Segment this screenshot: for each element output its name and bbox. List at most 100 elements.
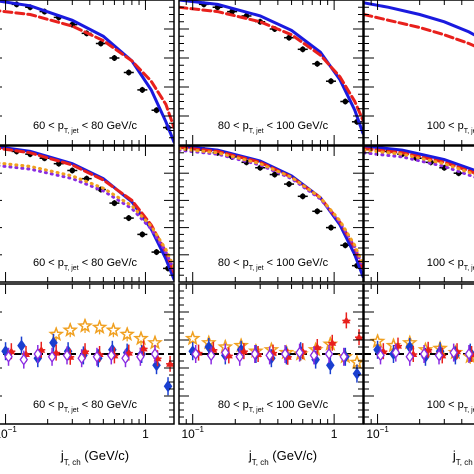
data-point [191, 347, 200, 361]
data-point [139, 344, 148, 352]
panel-range-label: 60 < pT, jet < 80 GeV/c [33, 257, 138, 272]
data-point [339, 350, 349, 363]
plot-area [0, 146, 174, 281]
data-point [4, 350, 13, 363]
panel-row1-col1: 60 < pT, jet < 80 GeV/c [0, 0, 175, 146]
panel-row2-col1: 60 < pT, jet < 80 GeV/c [0, 145, 175, 283]
data-point [47, 350, 57, 363]
data-point [328, 78, 334, 84]
data-point [152, 359, 161, 372]
data-point [81, 347, 90, 355]
data-point [153, 249, 160, 255]
series-curve-1 [0, 0, 174, 144]
data-point [98, 40, 104, 47]
plot-area [364, 333, 474, 366]
data-point [136, 350, 145, 363]
data-point [324, 347, 334, 361]
x-ticks [5, 0, 146, 145]
panel-range-label: 80 < pT, jet < 100 GeV/c [218, 399, 329, 414]
x-ticks [363, 0, 463, 145]
data-point [91, 319, 108, 335]
data-point [250, 347, 260, 361]
data-point [355, 333, 363, 341]
data-point [153, 107, 160, 113]
data-point [105, 321, 122, 337]
series-curve-4 [179, 147, 363, 266]
series-curve-3 [179, 148, 363, 269]
data-point [328, 338, 337, 346]
data-point [163, 380, 173, 393]
x-tick-label: 10−1 [366, 425, 389, 441]
series-curve-0 [364, 1, 474, 37]
data-point [19, 353, 29, 366]
y-ticks [0, 152, 174, 276]
data-point [342, 98, 349, 105]
panel-range-label: 60 < pT, jet < 80 GeV/c [33, 399, 138, 414]
panel-row3-col1: 60 < pT, jet < 80 GeV/c [0, 283, 175, 425]
x-ticks [178, 284, 335, 424]
x-ticks [5, 284, 146, 424]
data-point [286, 34, 292, 41]
panel-row1-col2: 80 < pT, jet < 100 GeV/c [178, 0, 364, 146]
plot-area [179, 312, 363, 383]
data-point [125, 69, 132, 76]
x-tick-label: 1 [142, 427, 149, 441]
data-point [309, 349, 319, 362]
data-point [224, 351, 233, 359]
y-ticks [179, 290, 363, 418]
data-point [124, 348, 133, 356]
data-point [107, 349, 116, 362]
data-point [111, 200, 118, 206]
data-point [111, 55, 118, 61]
data-point [342, 242, 349, 249]
data-point [405, 350, 415, 363]
y-ticks [364, 152, 374, 276]
data-point [352, 367, 362, 380]
data-point [299, 46, 306, 53]
data-point [391, 346, 401, 359]
data-point [434, 349, 444, 362]
data-point [239, 347, 248, 355]
panel-range-label: 100 < pT, jet < 15 [427, 120, 474, 135]
y-ticks [0, 290, 174, 418]
plot-area [364, 146, 474, 179]
series-curve-4 [364, 148, 474, 176]
data-point [77, 352, 86, 365]
data-point [48, 326, 65, 342]
data-point [265, 349, 274, 362]
data-point [121, 352, 130, 365]
x-tick-label: 1 [331, 427, 338, 441]
panel-range-label: 80 < pT, jet < 100 GeV/c [218, 120, 329, 135]
panel-range-label: 60 < pT, jet < 80 GeV/c [33, 120, 138, 135]
panel-range-label: 100 < pT, jet < 15 [427, 257, 474, 272]
plot-area [179, 0, 363, 135]
panel-row2-col2: 80 < pT, jet < 100 GeV/c [178, 145, 364, 283]
data-point [449, 346, 458, 359]
panel-row1-col3: 100 < pT, jet < 15 [363, 0, 474, 146]
data-point [271, 171, 278, 178]
x-axis-title: jT, ch (GeV/c) [60, 448, 129, 467]
series-curve-2 [0, 9, 174, 130]
data-point [326, 359, 335, 372]
y-ticks [364, 290, 374, 418]
series-curve-1 [364, 146, 474, 172]
panel-row2-col3: 100 < pT, jet < 15 [363, 145, 474, 283]
data-point [17, 339, 26, 352]
y-ticks [0, 6, 174, 139]
x-ticks [363, 146, 463, 282]
y-ticks [179, 152, 363, 276]
panels: 60 < pT, jet < 80 GeV/c 80 < pT, jet < 10… [0, 0, 474, 425]
data-point [55, 160, 62, 167]
data-point [119, 326, 136, 342]
data-point [419, 347, 429, 361]
plot-area [0, 0, 174, 144]
x-tick-label: 10−1 [181, 425, 204, 441]
series-curve-1 [364, 13, 474, 48]
x-axis-title: jT, ch (GeV/c) [452, 448, 474, 467]
plot-area [0, 317, 174, 396]
data-point [77, 317, 93, 333]
data-point [49, 336, 58, 349]
series-curve-1 [179, 0, 363, 135]
panel-range-label: 80 < pT, jet < 100 GeV/c [218, 257, 329, 272]
data-point [206, 349, 216, 362]
